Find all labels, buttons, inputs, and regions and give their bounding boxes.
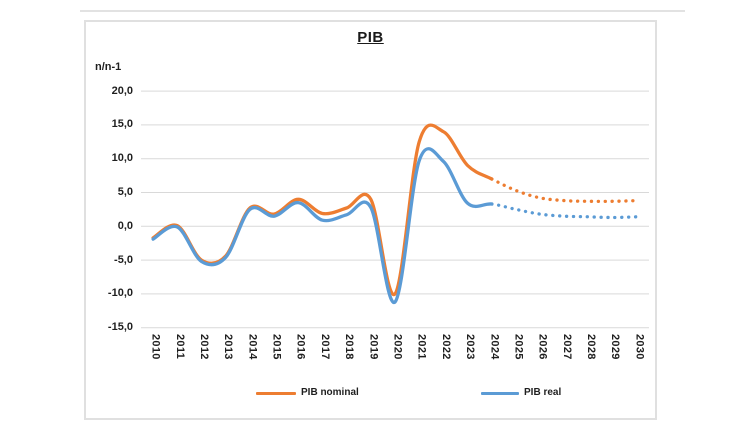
x-tick-label: 2012 bbox=[197, 334, 210, 360]
x-tick-label: 2026 bbox=[536, 334, 549, 360]
x-tick-label: 2024 bbox=[488, 334, 501, 360]
page-top-border bbox=[80, 10, 685, 12]
legend-label-nominal: PIB nominal bbox=[301, 387, 359, 398]
x-tick-label: 2013 bbox=[222, 334, 235, 360]
x-tick-label: 2020 bbox=[391, 334, 404, 360]
x-tick-label: 2022 bbox=[439, 334, 452, 360]
y-tick-label: 10,0 bbox=[111, 152, 133, 165]
x-tick-label: 2014 bbox=[246, 334, 259, 360]
x-tick-label: 2030 bbox=[633, 334, 646, 360]
pib-real-forecast-dotted-line bbox=[490, 202, 639, 220]
x-tick-label: 2027 bbox=[560, 334, 573, 360]
x-tick-label: 2029 bbox=[609, 334, 622, 360]
y-tick-label: 5,0 bbox=[117, 186, 133, 198]
legend-line-sample-nominal bbox=[256, 392, 296, 395]
pib-nominal-forecast-dotted-line bbox=[490, 177, 639, 204]
x-tick-label: 2023 bbox=[464, 334, 477, 360]
y-axis-unit-label: n/n-1 bbox=[95, 61, 122, 73]
chart-title: PIB bbox=[357, 29, 384, 46]
x-tick-label: 2021 bbox=[415, 334, 428, 360]
legend-line-sample-real bbox=[481, 392, 519, 395]
x-tick-label: 2017 bbox=[318, 334, 331, 360]
y-tick-label: -10,0 bbox=[107, 287, 133, 300]
pib-real-solid-line bbox=[151, 147, 494, 304]
y-tick-label: 15,0 bbox=[111, 118, 133, 131]
gridlines bbox=[141, 90, 649, 329]
chart-frame bbox=[84, 20, 657, 420]
x-tick-label: 2025 bbox=[512, 334, 525, 360]
x-tick-label: 2011 bbox=[173, 334, 186, 360]
x-tick-label: 2019 bbox=[367, 334, 380, 360]
x-tick-label: 2010 bbox=[149, 334, 162, 360]
x-tick-label: 2018 bbox=[343, 334, 356, 360]
x-tick-label: 2015 bbox=[270, 334, 283, 360]
legend-label-real: PIB real bbox=[524, 387, 562, 398]
y-tick-label: 20,0 bbox=[111, 84, 133, 97]
y-tick-label: -15,0 bbox=[107, 321, 133, 334]
x-tick-label: 2016 bbox=[294, 334, 307, 360]
series-lines bbox=[151, 123, 639, 304]
x-tick-label: 2028 bbox=[585, 334, 598, 360]
pib-nominal-solid-line bbox=[151, 123, 494, 296]
y-tick-label: 0,0 bbox=[117, 219, 133, 232]
y-tick-label: -5,0 bbox=[114, 253, 133, 266]
